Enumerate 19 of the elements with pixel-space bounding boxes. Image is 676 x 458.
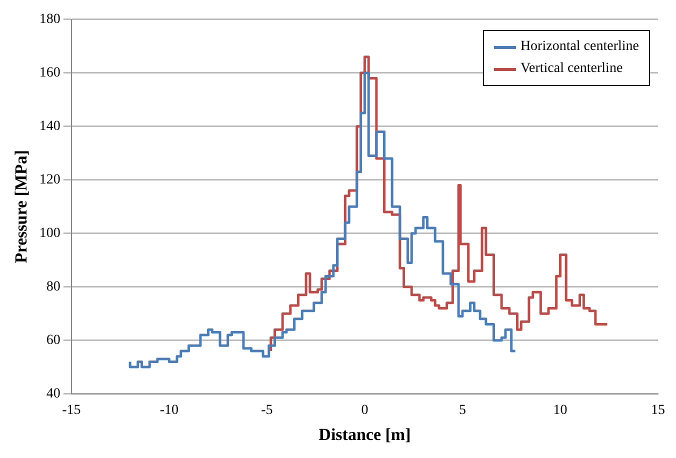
- x-axis-title: Distance [m]: [318, 425, 411, 444]
- legend-label: Vertical centerline: [520, 60, 623, 78]
- y-tick-label: 120: [39, 172, 60, 188]
- x-tick-label: 15: [651, 402, 665, 418]
- x-tick-label: -15: [62, 402, 81, 418]
- y-tick-label: 60: [46, 332, 60, 348]
- y-tick-label: 80: [46, 280, 60, 294]
- y-tick-label: 180: [39, 12, 60, 28]
- x-tick-label: -10: [160, 402, 179, 418]
- x-tick-label: -5: [261, 402, 273, 418]
- y-tick-label: 100: [39, 226, 60, 242]
- y-tick-label: 140: [39, 119, 60, 134]
- y-tick-label: 160: [39, 66, 60, 81]
- x-tick-label: 5: [458, 402, 466, 418]
- y-tick-label: 40: [46, 386, 60, 402]
- legend-label: Horizontal centerline: [520, 38, 639, 56]
- y-axis-title: Pressure [MPa]: [12, 150, 31, 264]
- x-tick-label: 0: [361, 402, 368, 418]
- x-tick-label: 10: [553, 402, 568, 418]
